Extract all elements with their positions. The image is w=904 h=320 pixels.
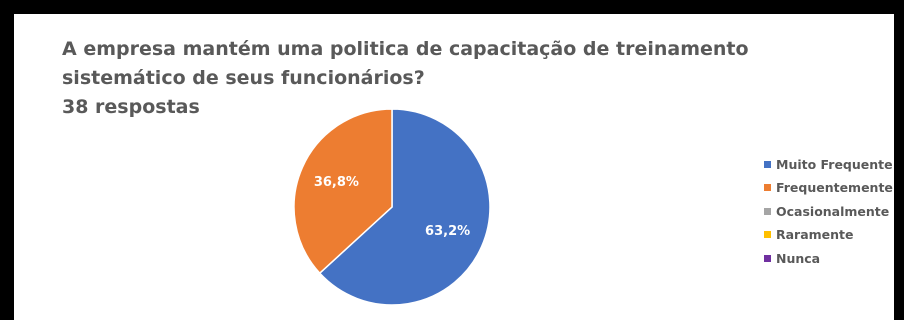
chart-subtitle: 38 respostas [62,96,200,118]
legend-label: Raramente [776,227,854,243]
legend-label: Ocasionalmente [776,203,890,219]
legend-swatch [764,254,771,262]
legend-item: Frequentemente [764,176,893,199]
legend-label: Frequentemente [776,180,893,196]
legend-item: Raramente [764,223,893,246]
chart-legend: Muito Frequente Frequentemente Ocasionalme… [764,153,893,270]
legend-swatch [764,231,771,239]
legend-swatch [764,161,771,168]
chart-title-line-1: A empresa mantém uma politica de capacit… [62,38,749,60]
legend-label: Muito Frequente [776,157,893,172]
legend-swatch [764,184,771,192]
chart-title: A empresa mantém uma politica de capacit… [62,35,842,122]
legend-item: Ocasionalmente [764,200,893,223]
chart-panel: A empresa mantém uma politica de capacit… [14,14,894,320]
legend-item: Muito Frequente [764,153,893,176]
data-label-frequentemente: 36,8% [314,175,359,190]
data-label-muito-frequente: 63,2% [425,224,470,239]
legend-swatch [764,207,771,215]
chart-title-line-2: sistemático de seus funcionários? [62,67,425,89]
legend-label: Nunca [776,250,821,266]
pie-chart: 63,2% 36,8% [293,108,491,306]
legend-item: Nunca [764,247,893,270]
pie-slice-muito-frequente [318,108,491,306]
pie-slice-frequentemente [293,108,393,275]
